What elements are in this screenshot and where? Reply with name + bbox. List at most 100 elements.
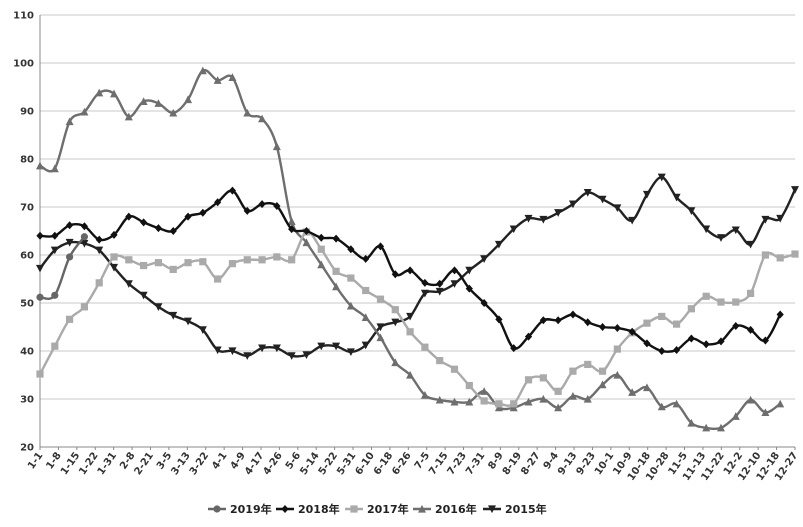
series-2016-point	[776, 399, 785, 408]
series-2016-point	[258, 114, 267, 123]
series-2015-point	[539, 215, 548, 224]
series-2016-point	[628, 388, 637, 396]
series-2016-point	[154, 99, 163, 107]
series-2017-point	[584, 360, 592, 369]
series-2017-point	[376, 295, 385, 303]
series-2018-point	[332, 234, 340, 243]
series-2018-point	[480, 299, 488, 307]
legend-item-2016: 2016年	[413, 502, 477, 516]
series-2015-point	[598, 195, 607, 204]
y-tick-label: 20	[20, 443, 34, 454]
series-2015-point	[509, 225, 518, 234]
series-2017-point	[554, 387, 562, 395]
series-2016-point	[687, 418, 696, 427]
legend-swatch-marker	[213, 505, 221, 513]
series-2017-point	[761, 251, 769, 259]
legend-label: 2017年	[367, 502, 409, 516]
series-2017-point	[672, 320, 681, 328]
series-2015-point	[287, 352, 296, 360]
x-tick-label: 4-26	[261, 450, 284, 477]
series-2017-point	[776, 254, 784, 262]
series-2018-point	[110, 230, 118, 239]
series-2017-point	[214, 275, 222, 283]
series-2018-point	[554, 316, 562, 325]
series-2016-point	[302, 238, 311, 247]
series-2018-point	[258, 200, 266, 209]
series-2015-point	[346, 348, 355, 357]
y-tick-labels: 20 30 40 50 60 70 80 90 100 110	[13, 11, 34, 454]
series-2015	[36, 173, 799, 360]
series-2015-point	[480, 255, 489, 263]
series-2017-point	[36, 370, 44, 378]
series-2015-point	[524, 214, 533, 223]
legend-label: 2018年	[298, 502, 340, 516]
series-2015-point	[124, 280, 133, 288]
legend-label: 2019年	[230, 502, 272, 516]
series-2015-point	[613, 204, 622, 213]
legend-swatch-marker	[418, 504, 426, 513]
series-2015-point	[139, 291, 148, 300]
series-2017-point	[228, 260, 237, 268]
series-2017-point	[436, 357, 444, 365]
series-2017-point	[347, 274, 355, 282]
series-2018-point	[317, 233, 325, 242]
series-2017-point	[391, 306, 399, 314]
series-2019-point	[51, 291, 59, 299]
series-2018-point	[95, 235, 103, 244]
legend-swatch-marker	[281, 505, 289, 513]
series-2018-point	[406, 266, 414, 275]
series-2015-point	[184, 317, 193, 326]
series-2016-point	[406, 370, 415, 379]
legend-item-2017: 2017年	[345, 502, 409, 516]
y-tick-label: 90	[20, 107, 34, 118]
series-2017-point	[613, 345, 621, 353]
series-2016-point	[568, 392, 577, 400]
series-2018-point	[362, 254, 370, 263]
series-2018-point	[154, 224, 163, 233]
series-2015-point	[198, 326, 207, 334]
series-2016-point	[657, 402, 666, 411]
x-tick-label: 8-19	[501, 450, 524, 477]
series-2017-point	[717, 298, 725, 306]
series-2018-point	[613, 323, 621, 332]
series-2017-point	[524, 376, 533, 384]
series-2017-point	[539, 374, 547, 382]
series-2016-point	[139, 97, 148, 105]
series-2016-point	[332, 282, 341, 291]
series-2017-point	[791, 250, 799, 258]
series-2017-point	[169, 265, 177, 273]
x-tick-label: 7-23	[446, 450, 469, 477]
series-2017-line	[38, 230, 797, 407]
x-tick-label: 1-1	[26, 450, 45, 471]
series-2015-point	[554, 209, 563, 217]
series-2018-point	[80, 222, 89, 231]
series-2015-point	[746, 240, 755, 249]
series-2016-point	[672, 399, 681, 408]
y-tick-label: 100	[13, 59, 34, 70]
series-2016-point	[80, 107, 89, 116]
series-2018-point	[658, 347, 666, 355]
series-2018-point	[450, 266, 459, 275]
y-tick-label: 60	[20, 251, 34, 262]
series-2016-point	[198, 66, 207, 75]
series-2016-point	[95, 88, 104, 97]
series-2016-point	[465, 397, 474, 406]
series-2018-point	[702, 340, 710, 349]
x-tick-label: 6-26	[390, 450, 413, 477]
y-tick-label: 110	[13, 11, 34, 22]
series-2016-point	[391, 358, 400, 367]
series-2015-point	[702, 225, 711, 234]
series-2017-point	[450, 365, 459, 373]
x-tick-label: 3-22	[188, 450, 211, 477]
series-2015-point	[65, 238, 74, 247]
x-tick-label: 6-10	[354, 450, 377, 477]
series-2018-point	[584, 318, 592, 327]
series-2015-point	[228, 347, 237, 356]
series-2016-point	[36, 161, 44, 170]
series-2016-point	[169, 108, 178, 117]
series-2016-point	[524, 397, 533, 406]
series-2018-point	[465, 284, 473, 293]
series-2019-point	[80, 233, 89, 241]
series-2015-point	[36, 264, 44, 273]
series-2018-point	[347, 245, 355, 254]
